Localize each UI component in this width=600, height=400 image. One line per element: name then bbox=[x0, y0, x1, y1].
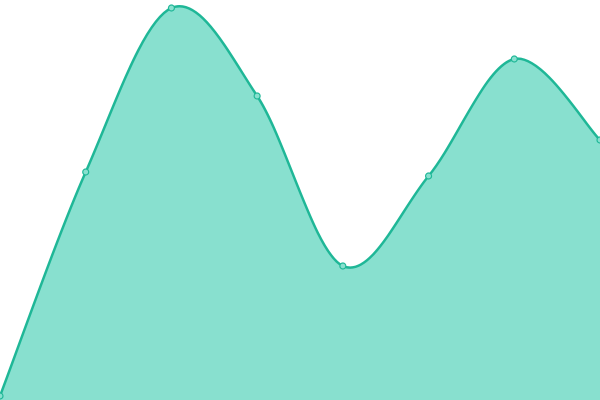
point bbox=[253, 92, 261, 100]
point bbox=[510, 55, 518, 63]
point bbox=[82, 168, 90, 176]
point bbox=[339, 262, 347, 270]
point bbox=[0, 392, 4, 400]
point bbox=[167, 4, 176, 12]
point bbox=[596, 136, 600, 144]
area bbox=[0, 6, 600, 400]
point bbox=[424, 172, 433, 180]
